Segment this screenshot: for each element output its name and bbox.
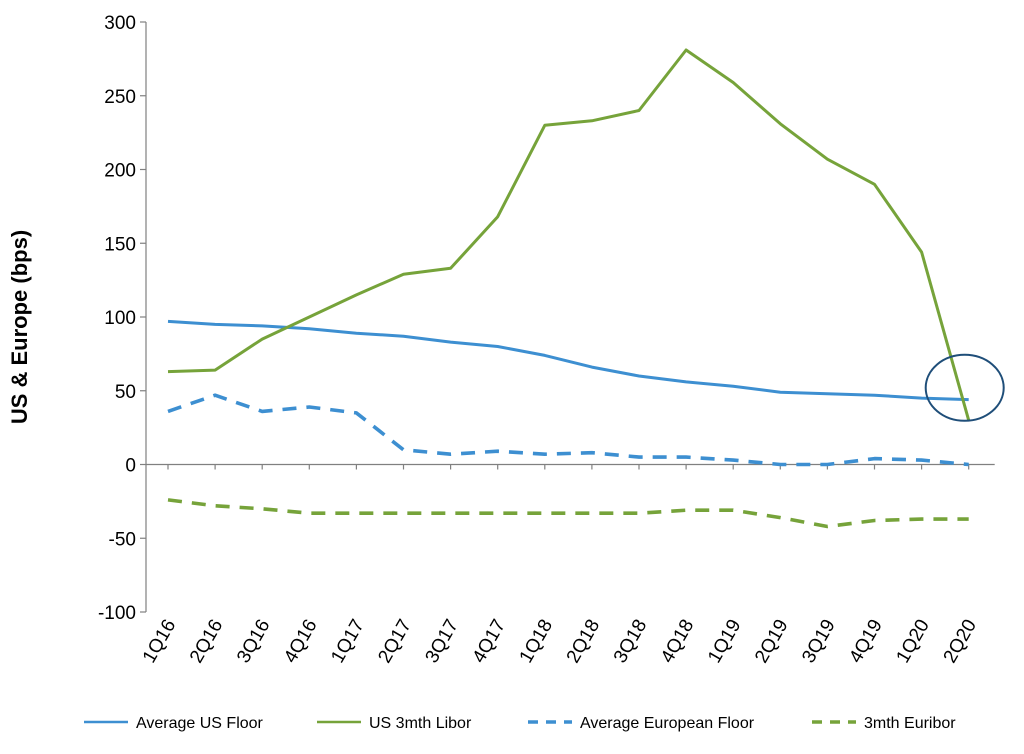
legend-label: Average US Floor bbox=[136, 715, 264, 732]
y-tick-label: 0 bbox=[125, 456, 136, 477]
x-tick-label: 2Q20 bbox=[940, 616, 981, 667]
x-tick-label: 1Q17 bbox=[327, 616, 368, 667]
series-lines bbox=[167, 48, 971, 529]
y-tick-label: 300 bbox=[104, 13, 136, 34]
legend-label: 3mth Euribor bbox=[864, 715, 956, 732]
x-tick-label: 1Q18 bbox=[516, 616, 557, 667]
y-tick-label: -100 bbox=[98, 603, 136, 624]
x-tick-label: 1Q16 bbox=[139, 616, 180, 667]
series-line bbox=[167, 393, 969, 467]
x-tick-label: 1Q19 bbox=[704, 616, 745, 667]
x-tick-label: 4Q16 bbox=[280, 616, 321, 667]
y-tick-label: -50 bbox=[109, 529, 136, 550]
x-tick-label: 3Q17 bbox=[422, 616, 463, 667]
y-tick-label: 200 bbox=[104, 161, 136, 182]
y-axis-label: US & Europe (bps) bbox=[7, 230, 32, 424]
highlight-ellipse bbox=[924, 353, 1005, 422]
x-tick-label: 3Q19 bbox=[798, 616, 839, 667]
x-tick-label: 2Q17 bbox=[374, 616, 415, 667]
x-ticks: 1Q16 2Q16 3Q16 4Q16 1Q17 2Q17 3Q17 4Q17 1Q18 2Q18… bbox=[139, 464, 981, 667]
series-line bbox=[167, 48, 971, 421]
y-tick-label: 100 bbox=[104, 308, 136, 329]
y-tick-label: 150 bbox=[104, 234, 136, 255]
x-tick-label: 4Q18 bbox=[657, 616, 698, 667]
y-tick-label: 250 bbox=[104, 87, 136, 108]
annotations bbox=[924, 353, 1005, 422]
legend-label: US 3mth Libor bbox=[369, 715, 472, 732]
axes bbox=[145, 22, 995, 612]
legend-label: Average European Floor bbox=[580, 715, 755, 732]
x-tick-label: 3Q18 bbox=[610, 616, 651, 667]
series-line bbox=[167, 498, 969, 529]
x-tick-label: 1Q20 bbox=[893, 616, 934, 667]
x-tick-label: 2Q16 bbox=[186, 616, 227, 667]
x-tick-label: 4Q19 bbox=[845, 616, 886, 667]
x-tick-label: 2Q19 bbox=[751, 616, 792, 667]
y-ticks: 300 250 200 150 100 50 0 -50 -100 bbox=[98, 13, 146, 624]
y-tick-label: 50 bbox=[115, 382, 136, 403]
x-tick-label: 2Q18 bbox=[563, 616, 604, 667]
legend: Average US Floor US 3mth Libor Average Eur… bbox=[84, 715, 956, 732]
x-tick-label: 4Q17 bbox=[469, 616, 510, 667]
x-tick-label: 3Q16 bbox=[233, 616, 274, 667]
series-line bbox=[167, 319, 969, 402]
